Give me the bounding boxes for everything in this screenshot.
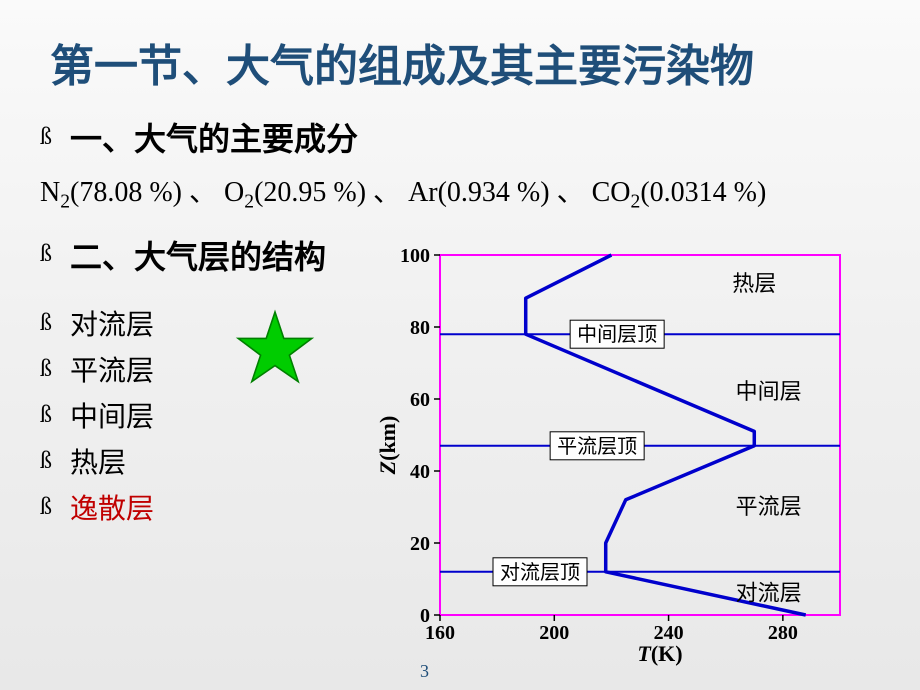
svg-text:80: 80 bbox=[410, 317, 430, 339]
section-1-heading: 一、大气的主要成分 bbox=[70, 114, 358, 160]
section-1-row: ß 一、大气的主要成分 bbox=[40, 114, 920, 160]
svg-text:对流层顶: 对流层顶 bbox=[500, 561, 580, 584]
svg-text:200: 200 bbox=[539, 622, 569, 644]
composition-item: N2(78.08 %) bbox=[40, 177, 182, 208]
layer-list: ß对流层ß平流层ß中间层ß热层ß逸散层 bbox=[40, 300, 154, 530]
bullet-glyph: ß bbox=[40, 356, 70, 383]
bullet-glyph: ß bbox=[40, 448, 70, 475]
layer-item: ß平流层 bbox=[40, 346, 154, 392]
composition-item: CO2(0.0314 %) bbox=[592, 177, 767, 208]
layer-label: 热层 bbox=[70, 441, 126, 481]
svg-text:平流层: 平流层 bbox=[736, 494, 802, 519]
bullet-glyph: ß bbox=[40, 310, 70, 337]
svg-text:T(K): T(K) bbox=[637, 641, 682, 666]
svg-text:280: 280 bbox=[768, 622, 798, 644]
star-icon bbox=[235, 308, 315, 388]
svg-text:100: 100 bbox=[400, 245, 430, 267]
svg-text:中间层顶: 中间层顶 bbox=[577, 323, 657, 346]
svg-text:160: 160 bbox=[425, 622, 455, 644]
atmosphere-chart: 020406080100160200240280对流层顶平流层顶中间层顶对流层平… bbox=[380, 245, 860, 665]
composition-item: O2(20.95 %) bbox=[224, 177, 366, 208]
svg-text:中间层: 中间层 bbox=[736, 379, 802, 404]
composition-item: Ar(0.934 %) bbox=[408, 177, 550, 208]
layer-item: ß中间层 bbox=[40, 392, 154, 438]
svg-text:热层: 热层 bbox=[732, 271, 776, 296]
layer-item: ß热层 bbox=[40, 438, 154, 484]
layer-label: 平流层 bbox=[70, 349, 154, 389]
page-title: 第一节、大气的组成及其主要污染物 bbox=[0, 0, 920, 104]
svg-text:40: 40 bbox=[410, 461, 430, 483]
bullet-glyph: ß bbox=[40, 402, 70, 429]
layer-item: ß逸散层 bbox=[40, 484, 154, 530]
layer-label: 中间层 bbox=[70, 395, 154, 435]
composition-line: N2(78.08 %) 、 O2(20.95 %) 、 Ar(0.934 %) … bbox=[40, 170, 920, 214]
svg-text:60: 60 bbox=[410, 389, 430, 411]
layer-label: 逸散层 bbox=[70, 487, 154, 527]
bullet-glyph: ß bbox=[40, 494, 70, 521]
bullet-glyph: ß bbox=[40, 124, 70, 151]
svg-text:20: 20 bbox=[410, 533, 430, 555]
svg-text:对流层: 对流层 bbox=[736, 580, 802, 605]
bullet-glyph: ß bbox=[40, 241, 70, 268]
svg-text:Z(km): Z(km) bbox=[375, 416, 400, 476]
section-2-heading: 二、大气层的结构 bbox=[70, 232, 326, 278]
layer-item: ß对流层 bbox=[40, 300, 154, 346]
layer-label: 对流层 bbox=[70, 303, 154, 343]
svg-text:平流层顶: 平流层顶 bbox=[557, 435, 637, 458]
page-number: 3 bbox=[420, 661, 429, 682]
